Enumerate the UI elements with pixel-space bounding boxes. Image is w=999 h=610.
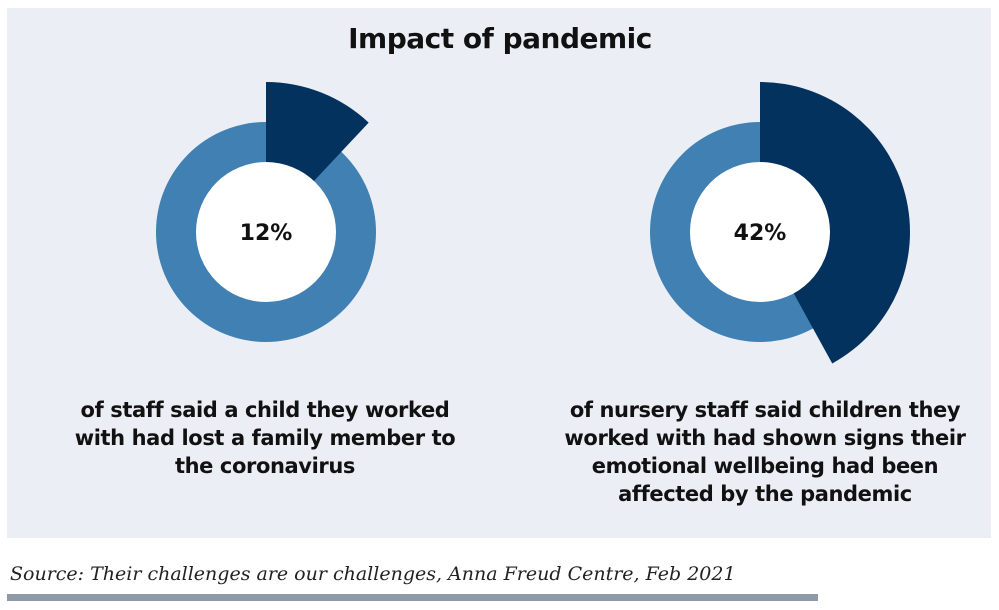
chart-title: Impact of pandemic (348, 22, 652, 55)
bottom-rule (7, 594, 818, 601)
donut-1-center-hole (196, 162, 336, 302)
donut-chart-2: 42% (600, 72, 920, 392)
caption-2-line: of nursery staff said children they (569, 398, 961, 422)
source-note: Source: Their challenges are our challen… (10, 563, 736, 585)
caption-1: of staff said a child they worked with h… (50, 396, 480, 480)
donut-2-center-hole (690, 162, 830, 302)
caption-1-line: the coronavirus (174, 454, 356, 478)
caption-1-line: with had lost a family member to (74, 426, 456, 450)
caption-2-line: worked with had shown signs their (564, 426, 966, 450)
caption-2-line: emotional wellbeing had been (591, 454, 939, 478)
donut-svg-2: 42% (650, 82, 911, 364)
donut-2-percent-label: 42% (734, 221, 787, 246)
caption-2-line: affected by the pandemic (618, 482, 912, 506)
caption-1-line: of staff said a child they worked (80, 398, 450, 422)
donut-svg-1: 12% (156, 82, 376, 342)
donut-2-highlight-slice (760, 82, 911, 364)
donut-1-percent-label: 12% (240, 221, 293, 246)
donut-chart-1: 12% (106, 72, 426, 392)
caption-2: of nursery staff said children they work… (530, 396, 999, 508)
